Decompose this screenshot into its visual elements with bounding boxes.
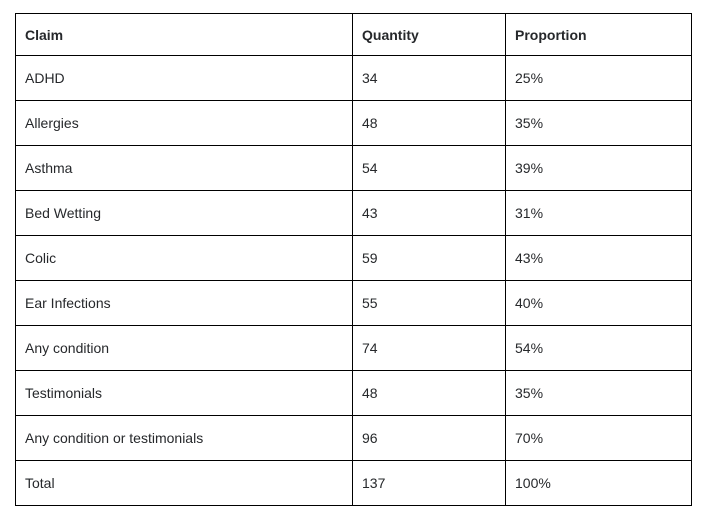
cell-quantity: 48 — [352, 370, 506, 416]
cell-claim: Any condition or testimonials — [15, 415, 353, 461]
table-row: Colic 59 43% — [15, 235, 692, 281]
cell-claim: Ear Infections — [15, 280, 353, 326]
cell-claim: Testimonials — [15, 370, 353, 416]
cell-quantity: 48 — [352, 100, 506, 146]
cell-proportion: 54% — [505, 325, 692, 371]
table-row: Testimonials 48 35% — [15, 370, 692, 416]
cell-quantity: 34 — [352, 55, 506, 101]
cell-proportion: 31% — [505, 190, 692, 236]
cell-proportion: 70% — [505, 415, 692, 461]
cell-proportion: 39% — [505, 145, 692, 191]
cell-claim: ADHD — [15, 55, 353, 101]
table-row: Ear Infections 55 40% — [15, 280, 692, 326]
claims-table-container: Claim Quantity Proportion ADHD 34 25% Aller… — [15, 13, 692, 506]
cell-quantity: 54 — [352, 145, 506, 191]
header-row: Claim Quantity Proportion — [15, 13, 692, 56]
cell-quantity: 74 — [352, 325, 506, 371]
cell-quantity: 137 — [352, 460, 506, 506]
cell-proportion: 100% — [505, 460, 692, 506]
table-row: Asthma 54 39% — [15, 145, 692, 191]
cell-claim: Colic — [15, 235, 353, 281]
column-header-proportion: Proportion — [505, 13, 692, 56]
table-row: Total 137 100% — [15, 460, 692, 506]
cell-proportion: 40% — [505, 280, 692, 326]
cell-claim: Allergies — [15, 100, 353, 146]
cell-claim: Any condition — [15, 325, 353, 371]
cell-proportion: 43% — [505, 235, 692, 281]
cell-quantity: 55 — [352, 280, 506, 326]
cell-proportion: 35% — [505, 370, 692, 416]
table-row: Any condition 74 54% — [15, 325, 692, 371]
cell-quantity: 59 — [352, 235, 506, 281]
cell-quantity: 96 — [352, 415, 506, 461]
table-row: Bed Wetting 43 31% — [15, 190, 692, 236]
cell-proportion: 25% — [505, 55, 692, 101]
table-body: ADHD 34 25% Allergies 48 35% Asthma 54 39% Bed We… — [15, 55, 692, 506]
cell-proportion: 35% — [505, 100, 692, 146]
cell-quantity: 43 — [352, 190, 506, 236]
claims-table: Claim Quantity Proportion ADHD 34 25% Aller… — [15, 13, 692, 506]
table-row: ADHD 34 25% — [15, 55, 692, 101]
column-header-quantity: Quantity — [352, 13, 506, 56]
cell-claim: Bed Wetting — [15, 190, 353, 236]
cell-claim: Asthma — [15, 145, 353, 191]
cell-claim: Total — [15, 460, 353, 506]
table-row: Allergies 48 35% — [15, 100, 692, 146]
table-row: Any condition or testimonials 96 70% — [15, 415, 692, 461]
column-header-claim: Claim — [15, 13, 353, 56]
